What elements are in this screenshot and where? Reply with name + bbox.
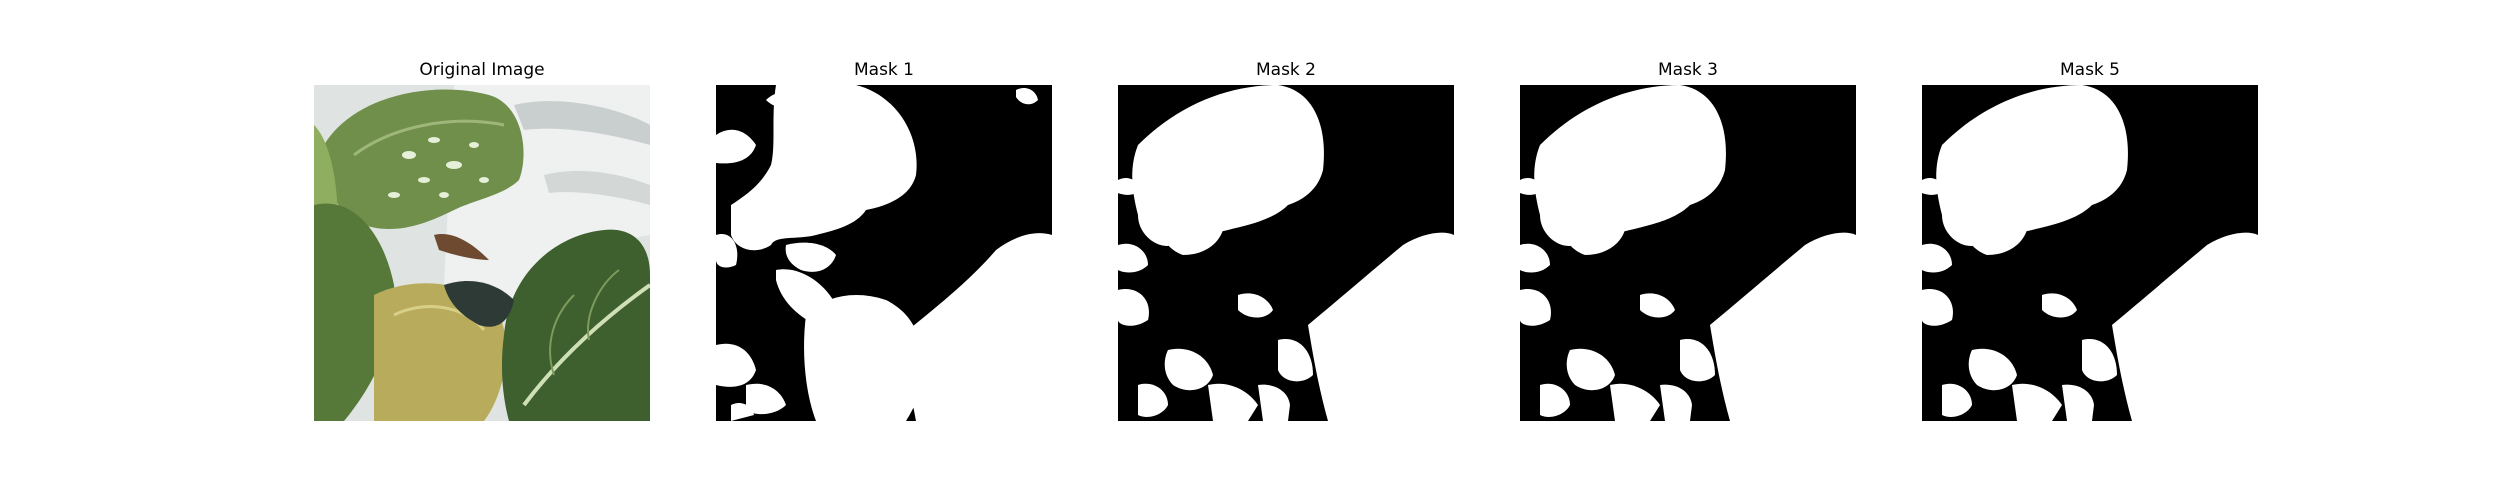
panel-title: Mask 2: [1255, 60, 1316, 80]
mask-2-image: [1118, 85, 1454, 421]
mask-3-image: [1520, 85, 1856, 421]
mask-2-svg: [1118, 85, 1454, 421]
panel-title: Original Image: [419, 60, 545, 80]
mask-5-svg: [1922, 85, 2258, 421]
original-photo-svg: [314, 85, 650, 421]
panel-title: Mask 5: [2059, 60, 2120, 80]
panel-title: Mask 3: [1657, 60, 1718, 80]
panel-mask-5: Mask 5: [1922, 55, 2258, 421]
panel-mask-1: Mask 1: [716, 55, 1052, 421]
panel-title: Mask 1: [853, 60, 914, 80]
mask-5-image: [1922, 85, 2258, 421]
mask-3-svg: [1520, 85, 1856, 421]
panel-original-image: Original Image: [314, 55, 650, 421]
mask-1-image: [716, 85, 1052, 421]
original-image: [314, 85, 650, 421]
panel-mask-2: Mask 2: [1118, 55, 1454, 421]
mask-1-svg: [716, 85, 1052, 421]
panel-mask-3: Mask 3: [1520, 55, 1856, 421]
